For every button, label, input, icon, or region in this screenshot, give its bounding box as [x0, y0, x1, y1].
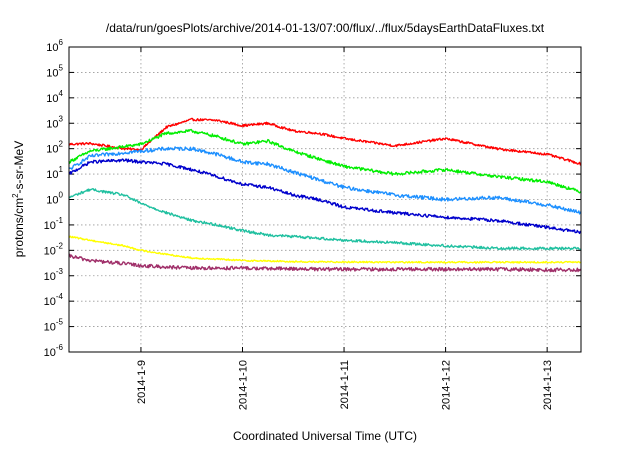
series-line-2 [68, 128, 582, 194]
y-tick-label: 10-2 [44, 241, 64, 257]
y-tick-label-base: 10 [46, 169, 58, 181]
y-tick-label-exponent: -2 [56, 241, 64, 250]
x-tick-label: 2014-1-10 [237, 360, 249, 410]
x-axis-label: Coordinated Universal Time (UTC) [233, 429, 417, 443]
y-tick-label-exponent: -1 [56, 216, 64, 225]
y-axis-label-superscript: 2 [11, 193, 20, 198]
y-tick-label-base: 10 [44, 322, 56, 334]
y-tick-label: 104 [46, 89, 63, 105]
y-tick-label-base: 10 [46, 67, 58, 79]
y-tick-label-exponent: 4 [59, 89, 64, 98]
y-tick-label-exponent: 1 [59, 165, 64, 174]
y-tick-label-base: 10 [44, 245, 56, 257]
y-tick-label: 10-5 [44, 318, 64, 334]
y-tick-label-base: 10 [44, 271, 56, 283]
y-tick-label: 10-3 [44, 267, 64, 283]
y-tick-label: 102 [46, 140, 63, 156]
y-tick-label-exponent: 0 [59, 191, 64, 200]
y-tick-label-exponent: 3 [59, 114, 64, 123]
y-axis-label: protons/cm2-s-sr-MeV [11, 141, 26, 257]
x-tick-label: 2014-1-12 [441, 360, 453, 410]
y-tick-label-base: 10 [44, 347, 56, 359]
x-tick-label: 2014-1-9 [136, 360, 148, 404]
x-tick-label: 2014-1-13 [542, 360, 554, 410]
plot-frame [68, 46, 582, 353]
x-tick-labels: 2014-1-9 2014-1-10 2014-1-11 2014-1-12 2014-… [136, 360, 554, 410]
y-tick-label: 103 [46, 114, 63, 130]
y-tick-label-exponent: -6 [56, 343, 64, 352]
series-line-5 [68, 188, 582, 251]
y-tick-label-exponent: -3 [56, 267, 64, 276]
y-tick-label: 10-6 [44, 343, 64, 359]
series-line-7 [68, 253, 582, 273]
y-tick-labels: 10610510410310210110010-110-210-310-410-… [44, 38, 64, 359]
y-tick-label-base: 10 [46, 93, 58, 105]
x-tick-label: 2014-1-11 [339, 360, 351, 409]
y-axis-label-suffix: -s-sr-MeV [12, 141, 26, 194]
y-tick-label-base: 10 [46, 42, 58, 54]
y-tick-label: 105 [46, 63, 63, 79]
y-tick-label-exponent: 6 [59, 38, 64, 47]
y-tick-label-base: 10 [46, 144, 58, 156]
y-tick-label: 10-1 [44, 216, 64, 232]
chart-title: /data/run/goesPlots/archive/2014-01-13/0… [106, 21, 545, 35]
y-tick-label: 100 [46, 191, 63, 207]
y-tick-label-base: 10 [44, 220, 56, 232]
y-tick-label-base: 10 [46, 118, 58, 130]
y-tick-label-exponent: 5 [59, 63, 64, 72]
y-tick-label-base: 10 [44, 296, 56, 308]
y-tick-label: 106 [46, 38, 63, 54]
y-tick-label: 101 [46, 165, 63, 181]
series-line-4 [68, 158, 582, 235]
y-tick-label-base: 10 [46, 195, 58, 207]
grid-layer [69, 46, 581, 353]
y-tick-label-exponent: -4 [56, 292, 64, 301]
series-line-3 [68, 146, 582, 215]
series-line-6 [68, 235, 582, 264]
y-tick-label-exponent: -5 [56, 318, 64, 327]
y-axis-label-prefix: protons/cm [12, 198, 26, 257]
series-layer [68, 117, 582, 273]
y-tick-label-exponent: 2 [59, 140, 64, 149]
y-tick-label: 10-4 [44, 292, 64, 308]
